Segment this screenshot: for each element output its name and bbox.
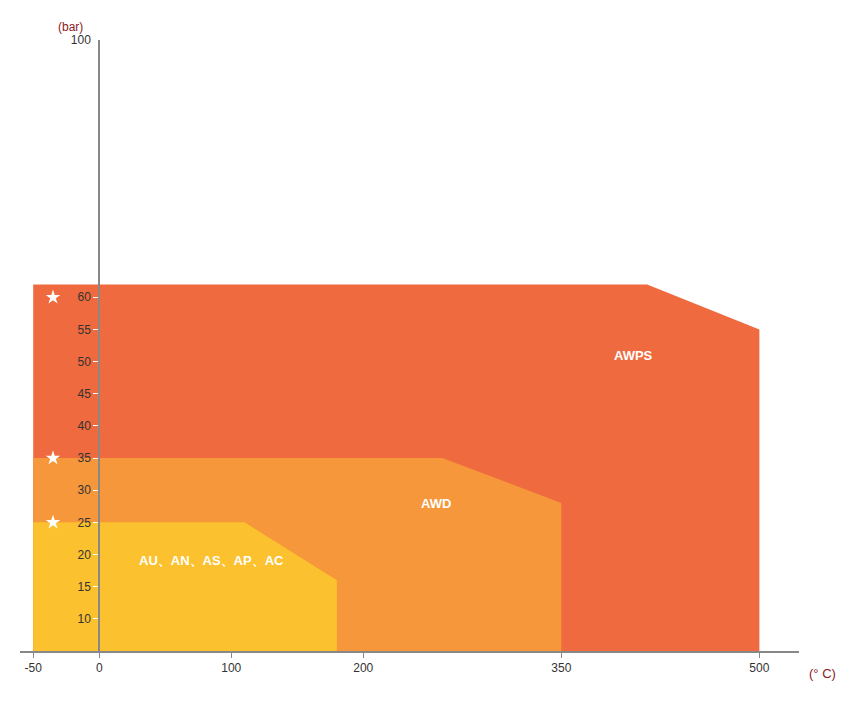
svg-text:100: 100 xyxy=(221,661,241,675)
svg-text:20: 20 xyxy=(77,548,91,562)
svg-text:30: 30 xyxy=(77,483,91,497)
svg-text:200: 200 xyxy=(353,661,373,675)
svg-text:60: 60 xyxy=(77,290,91,304)
svg-text:35: 35 xyxy=(77,451,91,465)
svg-text:55: 55 xyxy=(77,323,91,337)
svg-text:350: 350 xyxy=(551,661,571,675)
svg-text:0: 0 xyxy=(96,661,103,675)
svg-text:AU、AN、AS、AP、AC: AU、AN、AS、AP、AC xyxy=(139,553,284,568)
svg-text:50: 50 xyxy=(77,355,91,369)
svg-text:15: 15 xyxy=(77,580,91,594)
svg-text:45: 45 xyxy=(77,387,91,401)
svg-text:(° C): (° C) xyxy=(809,666,836,681)
svg-text:10: 10 xyxy=(77,612,91,626)
svg-text:25: 25 xyxy=(77,516,91,530)
svg-text:500: 500 xyxy=(749,661,769,675)
svg-text:100: 100 xyxy=(71,33,91,47)
svg-text:40: 40 xyxy=(77,419,91,433)
svg-text:AWPS: AWPS xyxy=(614,348,653,363)
svg-text:(bar): (bar) xyxy=(58,20,83,34)
svg-text:AWD: AWD xyxy=(421,496,451,511)
svg-text:-50: -50 xyxy=(25,661,43,675)
